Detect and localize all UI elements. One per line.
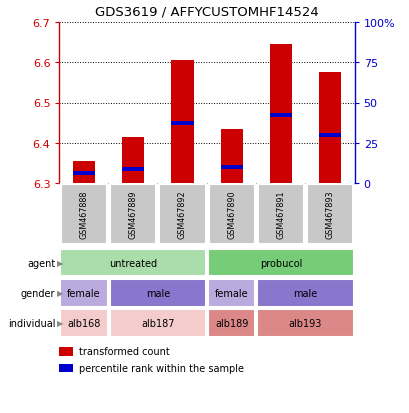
Bar <box>207 279 255 307</box>
Bar <box>171 61 193 184</box>
Bar <box>257 185 303 244</box>
Bar <box>60 279 108 307</box>
Bar <box>59 364 72 372</box>
Text: male: male <box>145 288 170 298</box>
Bar <box>171 121 193 126</box>
Bar <box>207 309 255 337</box>
Bar <box>122 138 144 184</box>
Bar <box>306 185 352 244</box>
Bar <box>269 45 291 184</box>
Bar <box>110 185 156 244</box>
Text: alb189: alb189 <box>214 318 248 328</box>
Bar <box>256 279 353 307</box>
Title: GDS3619 / AFFYCUSTOMHF14524: GDS3619 / AFFYCUSTOMHF14524 <box>95 6 318 19</box>
Bar <box>61 185 107 244</box>
Text: female: female <box>214 288 248 298</box>
Text: ▶: ▶ <box>57 259 64 267</box>
Bar <box>73 172 95 176</box>
Bar <box>73 161 95 184</box>
Text: GSM467892: GSM467892 <box>178 190 187 238</box>
Text: ▶: ▶ <box>57 289 64 297</box>
Text: gender: gender <box>21 288 55 298</box>
Text: transformed count: transformed count <box>79 347 169 356</box>
Text: percentile rank within the sample: percentile rank within the sample <box>79 363 243 373</box>
Text: GSM467889: GSM467889 <box>128 190 137 238</box>
Text: ▶: ▶ <box>57 319 64 328</box>
Bar <box>122 168 144 172</box>
Text: agent: agent <box>27 258 55 268</box>
Bar <box>318 73 340 184</box>
Text: GSM467893: GSM467893 <box>325 190 334 238</box>
Bar <box>207 249 353 277</box>
Text: male: male <box>292 288 317 298</box>
Text: alb193: alb193 <box>288 318 321 328</box>
Bar <box>256 309 353 337</box>
Text: GSM467891: GSM467891 <box>276 190 285 238</box>
Text: GSM467890: GSM467890 <box>227 190 236 238</box>
Bar <box>60 249 206 277</box>
Bar <box>109 279 206 307</box>
Bar <box>269 113 291 117</box>
Bar <box>220 166 242 170</box>
Text: alb187: alb187 <box>141 318 174 328</box>
Bar <box>109 309 206 337</box>
Text: individual: individual <box>8 318 55 328</box>
Bar <box>318 133 340 138</box>
Bar <box>60 309 108 337</box>
Text: GSM467888: GSM467888 <box>79 190 88 238</box>
Bar <box>208 185 254 244</box>
Bar <box>59 347 72 356</box>
Bar <box>159 185 205 244</box>
Text: alb168: alb168 <box>67 318 101 328</box>
Bar <box>220 129 242 184</box>
Text: female: female <box>67 288 101 298</box>
Text: probucol: probucol <box>259 258 301 268</box>
Text: untreated: untreated <box>109 258 157 268</box>
